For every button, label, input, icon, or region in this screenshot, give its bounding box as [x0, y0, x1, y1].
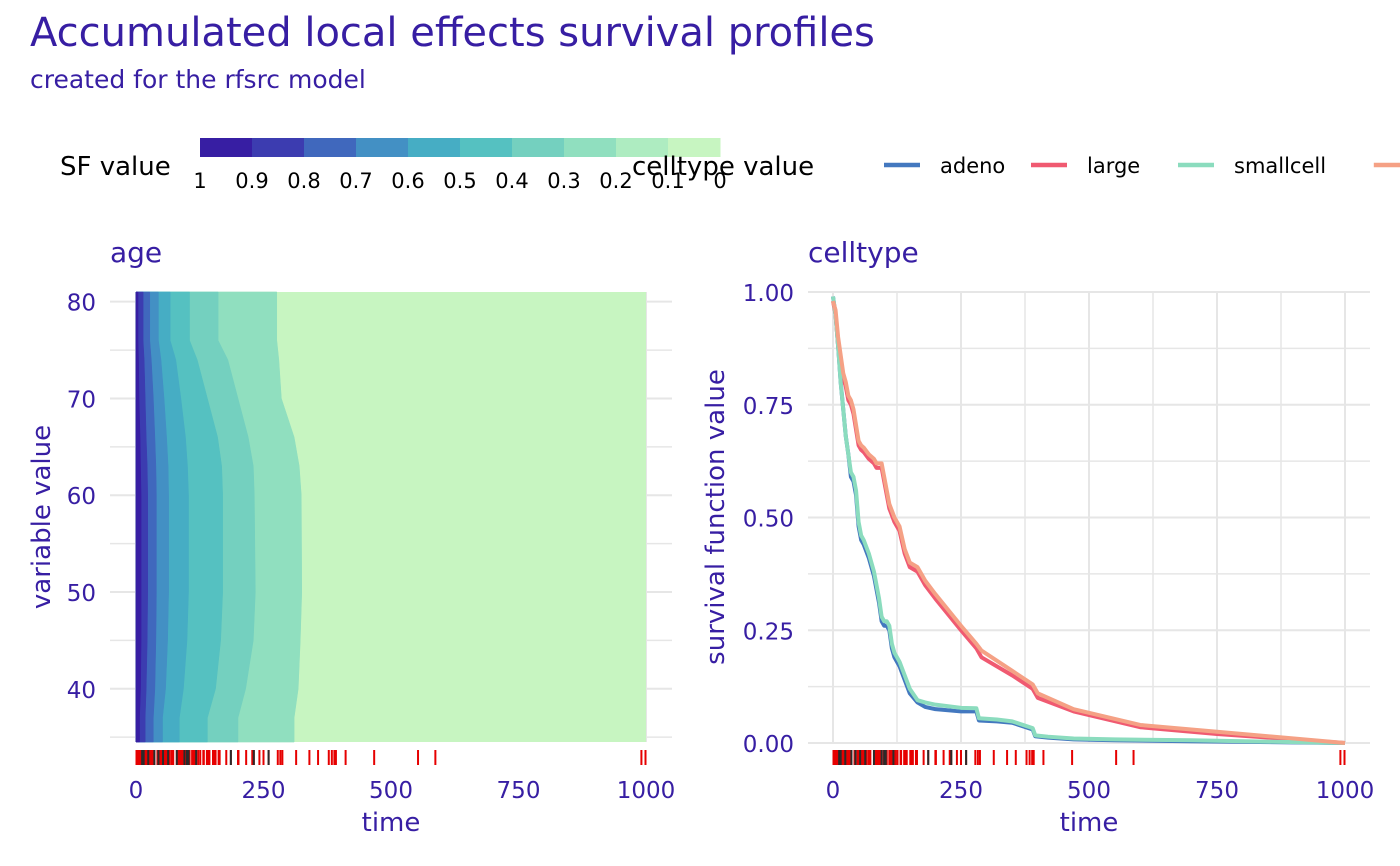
celltype-y-tick-label: 1.00	[743, 281, 794, 307]
chart-subtitle: created for the rfsrc model	[30, 65, 366, 94]
sf-legend-swatch	[252, 138, 305, 157]
sf-legend-tick-label: 0.9	[235, 169, 268, 193]
age-x-tick-label: 0	[129, 778, 144, 804]
sf-legend-tick-label: 0.7	[339, 169, 372, 193]
age-panel: age 40 50 60 70 80 0 250 500 750 1000 time varia…	[27, 236, 675, 838]
survival-series-line	[831, 300, 1346, 745]
age-x-axis-label: time	[362, 808, 421, 838]
celltype-x-tick-label: 500	[1067, 778, 1111, 804]
sf-legend-swatch	[512, 138, 565, 157]
celltype-x-tick-label: 0	[826, 778, 841, 804]
sf-legend-swatch	[200, 138, 253, 157]
celltype-legend-title: celltype value	[632, 152, 814, 182]
celltype-legend-label: large	[1087, 154, 1140, 178]
celltype-panel: celltype 0.00 0.25 0.50 0.75 1.00 0 250 500 750…	[701, 236, 1374, 838]
sf-legend-tick-label: 0.4	[495, 169, 528, 193]
celltype-x-axis-label: time	[1060, 808, 1119, 838]
sf-legend-swatch	[304, 138, 357, 157]
sf-legend-tick-label: 1	[193, 169, 206, 193]
sf-legend-swatch	[616, 138, 669, 157]
age-x-tick-label: 250	[242, 778, 286, 804]
celltype-legend-label: adeno	[940, 154, 1005, 178]
celltype-legend-label: smallcell	[1234, 154, 1326, 178]
sf-band	[135, 291, 142, 743]
celltype-legend-item: adeno	[884, 154, 1005, 178]
age-y-tick-label: 40	[67, 678, 96, 704]
chart-title: Accumulated local effects survival profi…	[30, 10, 875, 56]
celltype-x-tick-label: 750	[1195, 778, 1239, 804]
celltype-legend-item: smallcell	[1178, 154, 1326, 178]
sf-legend-tick-label: 0.6	[391, 169, 424, 193]
age-x-tick-label: 750	[497, 778, 541, 804]
sf-legend-swatch	[460, 138, 513, 157]
age-y-tick-label: 70	[67, 387, 96, 413]
celltype-legend: celltype value adeno large smallcell	[632, 152, 1400, 182]
sf-legend: SF value 1 0.9 0.8 0.7 0.6 0.5 0.4 0.3 0.2 0.1 0	[60, 138, 727, 193]
sf-legend-tick-label: 0.2	[599, 169, 632, 193]
sf-legend-tick-label: 0.1	[651, 169, 684, 193]
celltype-y-tick-label: 0.50	[743, 507, 794, 533]
sf-legend-tick-label: 0.8	[287, 169, 320, 193]
sf-legend-tick-label: 0.3	[547, 169, 580, 193]
sf-legend-tick-label: 0	[713, 169, 726, 193]
sf-legend-swatch	[564, 138, 617, 157]
age-x-tick-label: 500	[369, 778, 413, 804]
sf-legend-swatch	[668, 138, 721, 157]
age-y-tick-label: 50	[67, 581, 96, 607]
sf-legend-swatch	[356, 138, 409, 157]
sf-legend-tick-label: 0.5	[443, 169, 476, 193]
age-y-tick-label: 60	[67, 484, 96, 510]
age-panel-title: age	[110, 236, 162, 269]
age-y-tick-label: 80	[67, 291, 96, 317]
celltype-x-tick-label: 250	[939, 778, 983, 804]
sf-legend-swatch	[408, 138, 461, 157]
celltype-legend-item: large	[1031, 154, 1140, 178]
celltype-y-axis-label: survival function value	[701, 369, 731, 665]
age-x-tick-label: 1000	[617, 778, 676, 804]
celltype-y-tick-label: 0.00	[743, 732, 794, 758]
celltype-y-tick-label: 0.25	[743, 619, 794, 645]
sf-legend-title: SF value	[60, 152, 171, 182]
age-y-axis-label: variable value	[27, 425, 57, 609]
survival-series-line	[831, 296, 1346, 745]
celltype-panel-title: celltype	[808, 236, 919, 269]
celltype-y-tick-label: 0.75	[743, 394, 794, 420]
celltype-x-tick-label: 1000	[1316, 778, 1375, 804]
